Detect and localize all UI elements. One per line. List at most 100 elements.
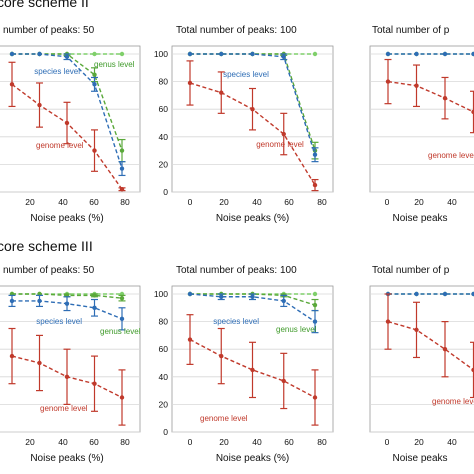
y-tick-label: 100 [154, 289, 168, 299]
data-point [414, 291, 419, 297]
data-point [92, 381, 97, 386]
data-point [442, 95, 448, 101]
x-tick-label: 20 [414, 197, 424, 207]
series-line [189, 338, 316, 399]
x-tick-label: 60 [89, 437, 99, 447]
series-genome-level [186, 314, 319, 426]
annotation-species-level: species level [36, 317, 82, 326]
data-point [312, 152, 318, 157]
data-point [471, 291, 474, 297]
panel-title: Total number of peaks: 100 [176, 265, 297, 276]
annotation-genus-level: genus level [100, 327, 141, 336]
annotation-species-level: species level [34, 67, 80, 76]
x-axis-label: Noise peaks (%) [30, 453, 103, 464]
x-tick-label: 40 [58, 197, 68, 207]
series-species-level [385, 51, 474, 57]
data-point [9, 298, 15, 304]
x-tick-label: 0 [385, 197, 390, 207]
series-genome-level [384, 58, 474, 134]
data-point [385, 79, 391, 84]
series-genome-level [186, 60, 319, 192]
series-species-level [385, 291, 474, 297]
y-tick-label: 80 [159, 317, 169, 327]
series-line [387, 320, 474, 371]
data-point [312, 319, 318, 324]
y-tick-label: 60 [159, 344, 169, 354]
x-tick-label: 40 [252, 437, 262, 447]
data-point [219, 353, 224, 359]
y-tick-label: 20 [159, 159, 169, 169]
x-tick-label: 20 [25, 437, 35, 447]
plot-frame [369, 45, 474, 193]
y-tick-label: 0 [163, 187, 168, 197]
annotation-genome-level: genome level [200, 414, 248, 423]
data-point [219, 294, 224, 299]
series-line [387, 80, 474, 114]
data-point [92, 305, 97, 310]
data-point [92, 293, 97, 298]
data-point [187, 291, 193, 297]
data-point [250, 107, 255, 112]
data-point [119, 316, 125, 322]
chart-panel: Total number of peaks: 100 0 20 40 60 80 100 0 2… [154, 25, 334, 224]
data-point [414, 327, 419, 333]
series-line [189, 293, 316, 323]
data-point [64, 301, 70, 306]
data-point [442, 291, 448, 297]
x-tick-label: 60 [284, 437, 294, 447]
data-point [187, 51, 193, 57]
series-line [388, 293, 474, 295]
data-point [312, 395, 318, 400]
x-tick-label: 40 [447, 437, 457, 447]
data-point [281, 298, 286, 304]
data-point [281, 378, 286, 384]
data-point [9, 353, 15, 359]
data-point [385, 319, 391, 324]
data-point [250, 51, 255, 57]
y-tick-label: 40 [159, 372, 169, 382]
y-tick-label: 80 [159, 77, 169, 87]
annotation-genome-level: genome level [40, 404, 88, 413]
data-point [119, 187, 125, 192]
x-tick-label: 0 [188, 437, 193, 447]
data-point [92, 51, 97, 57]
x-axis-label: Noise peaks [392, 213, 447, 224]
annotation-species-level: species level [223, 70, 269, 79]
x-tick-label: 0 [188, 197, 193, 207]
data-point [281, 54, 286, 59]
data-point [414, 51, 419, 57]
y-tick-label: 20 [159, 399, 169, 409]
data-point [37, 298, 42, 304]
annotation-genus-level: genus level [94, 60, 135, 69]
x-tick-label: 80 [317, 197, 327, 207]
data-point [250, 294, 255, 299]
data-point [92, 82, 97, 87]
x-axis-label: Noise peaks (%) [216, 213, 289, 224]
data-point [414, 83, 419, 88]
x-axis-label: Noise peaks (%) [216, 453, 289, 464]
data-point [385, 51, 391, 57]
data-point [312, 291, 318, 297]
data-point [119, 51, 125, 57]
series-genome-level [8, 61, 126, 192]
data-point [37, 51, 42, 57]
data-point [119, 166, 125, 171]
y-tick-label: 100 [154, 49, 168, 59]
series-genus-level [187, 291, 319, 312]
panel-title: l number of peaks: 50 [0, 25, 95, 36]
annotation-genome-level: genome level [36, 141, 84, 150]
data-point [312, 51, 318, 57]
data-point [9, 82, 15, 87]
data-point [219, 90, 224, 95]
annotation-species-level: species level [213, 317, 259, 326]
x-tick-label: 20 [25, 197, 35, 207]
data-point [250, 367, 255, 373]
series-genome-level [384, 293, 474, 399]
x-tick-label: 20 [219, 437, 229, 447]
chart-panel: Total number of peaks: 100 0 20 40 60 80 100 0 2… [154, 265, 334, 464]
data-point [187, 337, 193, 342]
data-point [471, 367, 474, 373]
